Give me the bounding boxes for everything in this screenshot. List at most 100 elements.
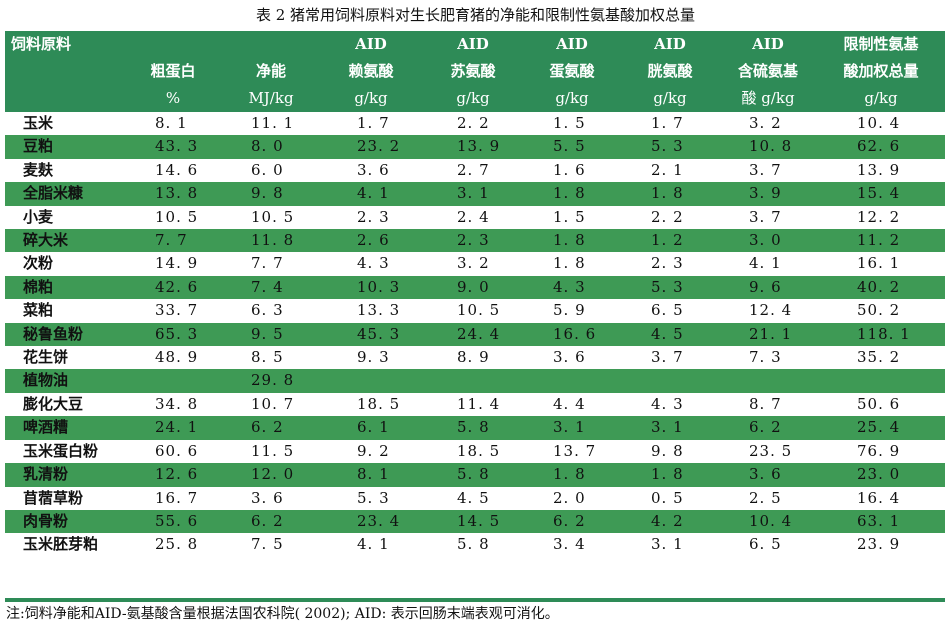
value-cell: 2. 3 <box>319 205 423 230</box>
value-cell: 4. 1 <box>319 533 423 557</box>
value-cell: 50. 2 <box>817 299 945 323</box>
value-cell: 4. 2 <box>621 509 719 534</box>
value-cell: 16. 7 <box>123 486 223 510</box>
header-cell: AID <box>523 31 621 58</box>
feed-table-container: 饲料原料 AID AID AID AID AID 限制性氨基 粗蛋白 净能 赖氨酸 苏氨酸 蛋氨酸 胱氨… <box>5 31 945 557</box>
value-cell: 9. 8 <box>621 439 719 464</box>
value-cell: 3. 7 <box>621 346 719 370</box>
value-cell: 45. 3 <box>319 322 423 347</box>
value-cell: 16. 1 <box>817 252 945 276</box>
value-cell: 3. 4 <box>523 533 621 557</box>
value-cell: 3. 1 <box>423 182 523 206</box>
value-cell: 12. 6 <box>123 463 223 487</box>
value-cell: 21. 1 <box>719 322 817 347</box>
table-row: 棉粕 42. 6 7. 4 10. 3 9. 0 4. 3 5. 3 9. 6 40. 2 <box>5 275 945 300</box>
value-cell: 3. 6 <box>719 463 817 487</box>
value-cell: 25. 8 <box>123 533 223 557</box>
value-cell: 34. 8 <box>123 392 223 417</box>
value-cell: 14. 9 <box>123 252 223 276</box>
table-row: 麦麸 14. 6 6. 0 3. 6 2. 7 1. 6 2. 1 3. 7 13. 9 <box>5 158 945 183</box>
value-cell: 3. 6 <box>523 346 621 370</box>
header-cell: AID <box>621 31 719 58</box>
value-cell: 8. 1 <box>319 463 423 487</box>
value-cell: 8. 0 <box>223 135 319 159</box>
header-cell: 净能 <box>223 58 319 85</box>
value-cell: 1. 8 <box>523 252 621 276</box>
value-cell: 7. 7 <box>123 229 223 253</box>
value-cell: 10. 3 <box>319 275 423 300</box>
table-row: 小麦 10. 5 10. 5 2. 3 2. 4 1. 5 2. 2 3. 7 12. 2 <box>5 205 945 230</box>
value-cell: 6. 2 <box>719 416 817 440</box>
value-cell: 42. 6 <box>123 275 223 300</box>
feed-ingredient-table: 饲料原料 AID AID AID AID AID 限制性氨基 粗蛋白 净能 赖氨酸 苏氨酸 蛋氨酸 胱氨… <box>5 31 945 557</box>
value-cell <box>523 369 621 393</box>
feed-name-cell: 菜粕 <box>5 299 123 323</box>
value-cell: 8. 7 <box>719 392 817 417</box>
value-cell: 5. 3 <box>621 135 719 159</box>
value-cell: 2. 2 <box>621 205 719 230</box>
header-cell <box>5 58 123 85</box>
value-cell: 55. 6 <box>123 509 223 534</box>
value-cell: 33. 7 <box>123 299 223 323</box>
value-cell: 10. 8 <box>719 135 817 159</box>
value-cell <box>423 369 523 393</box>
value-cell: 4. 3 <box>319 252 423 276</box>
value-cell: 1. 2 <box>621 229 719 253</box>
value-cell: 13. 9 <box>423 135 523 159</box>
value-cell: 0. 5 <box>621 486 719 510</box>
header-cell <box>223 31 319 58</box>
value-cell: 13. 7 <box>523 439 621 464</box>
header-cell: 限制性氨基 <box>817 31 945 58</box>
value-cell: 10. 5 <box>123 205 223 230</box>
value-cell: 1. 5 <box>523 112 621 136</box>
value-cell: 3. 2 <box>423 252 523 276</box>
value-cell: 8. 9 <box>423 346 523 370</box>
table-row: 植物油 29. 8 <box>5 369 945 393</box>
value-cell: 4. 5 <box>621 322 719 347</box>
header-cell: 蛋氨酸 <box>523 58 621 85</box>
value-cell: 5. 3 <box>621 275 719 300</box>
table-row: 菜粕 33. 7 6. 3 13. 3 10. 5 5. 9 6. 5 12. 4 50. 2 <box>5 299 945 323</box>
header-cell: 饲料原料 <box>5 31 123 58</box>
value-cell: 5. 8 <box>423 463 523 487</box>
table-row: 啤酒糟 24. 1 6. 2 6. 1 5. 8 3. 1 3. 1 6. 2 25. 4 <box>5 416 945 440</box>
value-cell <box>123 369 223 393</box>
value-cell: 12. 4 <box>719 299 817 323</box>
header-cell: 胱氨酸 <box>621 58 719 85</box>
value-cell: 9. 3 <box>319 346 423 370</box>
value-cell: 65. 3 <box>123 322 223 347</box>
table-row: 膨化大豆 34. 8 10. 7 18. 5 11. 4 4. 4 4. 3 8. 7 50. … <box>5 392 945 417</box>
value-cell: 6. 5 <box>719 533 817 557</box>
feed-name-cell: 玉米 <box>5 112 123 136</box>
value-cell: 43. 3 <box>123 135 223 159</box>
value-cell: 118. 1 <box>817 322 945 347</box>
header-cell: AID <box>719 31 817 58</box>
value-cell: 3. 9 <box>719 182 817 206</box>
header-cell: 含硫氨基 <box>719 58 817 85</box>
value-cell: 6. 2 <box>523 509 621 534</box>
value-cell: 40. 2 <box>817 275 945 300</box>
value-cell: 7. 3 <box>719 346 817 370</box>
value-cell <box>621 369 719 393</box>
bottom-rule <box>5 598 945 602</box>
header-cell: 赖氨酸 <box>319 58 423 85</box>
table-row: 玉米蛋白粉 60. 6 11. 5 9. 2 18. 5 13. 7 9. 8 23. 5 76… <box>5 439 945 464</box>
table-row: 全脂米糠 13. 8 9. 8 4. 1 3. 1 1. 8 1. 8 3. 9 15. 4 <box>5 182 945 206</box>
value-cell: 2. 4 <box>423 205 523 230</box>
value-cell: 3. 6 <box>319 158 423 183</box>
header-cell: g/kg <box>621 85 719 112</box>
header-row: 饲料原料 AID AID AID AID AID 限制性氨基 <box>5 31 945 58</box>
value-cell: 2. 6 <box>319 229 423 253</box>
value-cell: 9. 0 <box>423 275 523 300</box>
value-cell: 3. 1 <box>621 416 719 440</box>
table-row: 玉米 8. 1 11. 1 1. 7 2. 2 1. 5 1. 7 3. 2 10. 4 <box>5 112 945 136</box>
value-cell: 5. 9 <box>523 299 621 323</box>
table-row: 次粉 14. 9 7. 7 4. 3 3. 2 1. 8 2. 3 4. 1 16. 1 <box>5 252 945 276</box>
feed-name-cell: 玉米蛋白粉 <box>5 439 123 464</box>
value-cell: 1. 8 <box>621 463 719 487</box>
value-cell: 10. 4 <box>817 112 945 136</box>
value-cell: 4. 3 <box>621 392 719 417</box>
table-row: 乳清粉 12. 6 12. 0 8. 1 5. 8 1. 8 1. 8 3. 6 23. 0 <box>5 463 945 487</box>
value-cell: 6. 2 <box>223 416 319 440</box>
table-caption: 表 2 猪常用饲料原料对生长肥育猪的净能和限制性氨基酸加权总量 <box>255 6 696 24</box>
